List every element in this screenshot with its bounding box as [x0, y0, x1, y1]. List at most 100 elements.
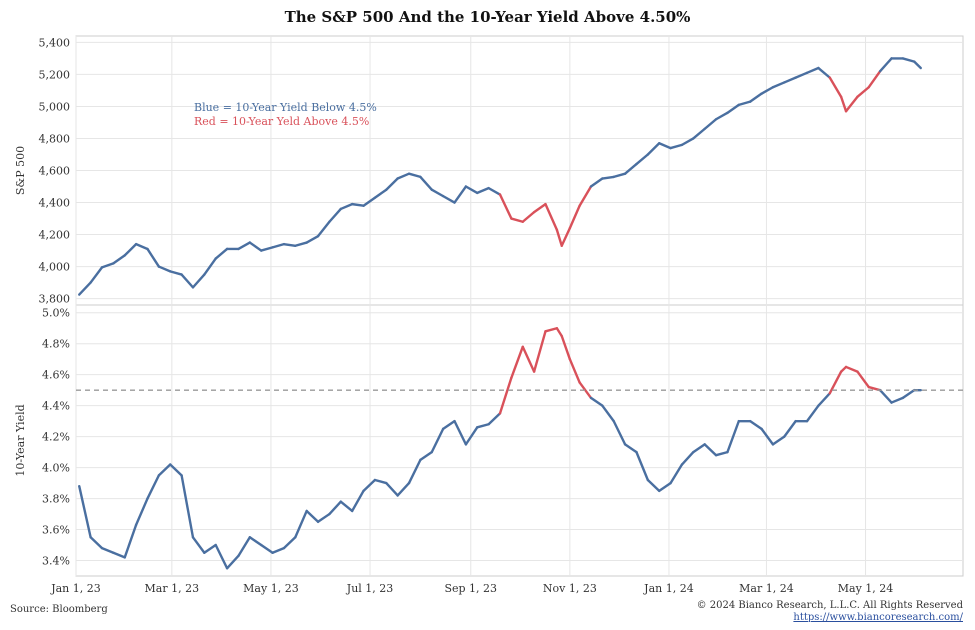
line-segment-below-threshold [487, 186, 502, 196]
line-segment-below-threshold [112, 254, 126, 265]
line-segment-below-threshold [453, 419, 468, 446]
line-segment-below-threshold [259, 246, 274, 252]
y-tick-label: 5.0% [42, 307, 70, 320]
line-segment-below-threshold [248, 536, 263, 547]
line-segment-below-threshold [316, 512, 331, 523]
legend-blue-label: Blue = 10-Year Yield Below 4.5% [194, 101, 377, 114]
line-segment-below-threshold [373, 188, 388, 199]
line-segment-below-threshold [771, 81, 786, 89]
line-segment-below-threshold [589, 396, 604, 407]
line-segment-below-threshold [134, 242, 149, 251]
line-segment-below-threshold [487, 412, 502, 426]
y-tick-label: 4.2% [42, 431, 70, 444]
line-segment-below-threshold [123, 523, 138, 559]
line-segment-below-threshold [362, 478, 377, 493]
line-segment-below-threshold [134, 497, 149, 527]
line-segment-below-threshold [658, 142, 672, 150]
line-segment-below-threshold [146, 474, 161, 500]
line-segment-below-threshold [476, 186, 490, 195]
line-segment-below-threshold [305, 234, 320, 244]
line-segment-below-threshold [396, 481, 411, 497]
line-segment-below-threshold [783, 76, 797, 84]
line-segment-above-threshold [828, 370, 843, 395]
line-segment-below-threshold [623, 443, 638, 454]
line-segment-above-threshold [578, 185, 593, 207]
line-segment-below-threshold [669, 143, 684, 150]
line-segment-below-threshold [316, 220, 331, 238]
line-segment-below-threshold [623, 162, 638, 175]
line-segment-below-threshold [169, 463, 183, 477]
line-segment-above-threshold [828, 76, 843, 99]
x-tick-label: Sep 1, 23 [444, 582, 497, 595]
line-segment-below-threshold [78, 281, 92, 296]
line-segment-above-threshold [510, 345, 524, 379]
line-segment-above-threshold [568, 358, 581, 384]
line-segment-above-threshold [532, 330, 547, 373]
line-segment-below-threshold [350, 489, 365, 513]
line-segment-below-threshold [203, 543, 217, 554]
line-segment-below-threshold [589, 177, 604, 188]
website-link[interactable]: https://www.biancoresearch.com/ [793, 612, 963, 623]
line-segment-below-threshold [407, 458, 422, 485]
line-segment-above-threshold [560, 334, 572, 361]
x-tick-label: Mar 1, 24 [739, 582, 794, 595]
line-segment-below-threshold [169, 270, 183, 276]
line-segment-below-threshold [476, 423, 490, 429]
line-segment-below-threshold [430, 188, 445, 198]
x-tick-label: Jan 1, 23 [50, 582, 101, 595]
y-tick-label: 4,800 [39, 132, 71, 145]
line-segment-below-threshold [703, 118, 718, 131]
line-segment-below-threshold [89, 266, 104, 284]
line-segment-below-threshold [692, 443, 706, 454]
y-tick-label: 5,400 [39, 36, 71, 49]
source-note: Source: Bloomberg [10, 604, 108, 615]
line-segment-above-threshold [544, 327, 559, 333]
line-segment-below-threshold [878, 388, 893, 404]
line-segment-above-threshold [867, 70, 882, 89]
line-segment-below-threshold [635, 450, 650, 482]
x-tick-label: Nov 1, 23 [543, 582, 597, 595]
line-segment-below-threshold [237, 536, 252, 558]
line-segment-above-threshold [510, 217, 524, 223]
sp500-panel [78, 57, 922, 296]
line-segment-below-threshold [714, 450, 729, 457]
y-tick-label: 4.6% [42, 369, 70, 382]
y-tick-label: 4.0% [42, 462, 70, 475]
line-segment-below-threshold [328, 500, 343, 516]
line-segment-below-threshold [913, 60, 922, 70]
line-segment-below-threshold [112, 551, 126, 559]
line-segment-below-threshold [464, 185, 479, 195]
axes: 3,800 4,000 4,200 4,400 4,600 4,800 5,000 5,200… [14, 36, 893, 595]
line-segment-above-threshold [844, 95, 859, 113]
line-segment-above-threshold [544, 202, 559, 231]
line-segment-below-threshold [123, 242, 138, 257]
line-segment-below-threshold [878, 57, 893, 73]
line-segment-below-threshold [726, 419, 741, 454]
line-segment-below-threshold [157, 463, 172, 477]
line-segment-below-threshold [237, 241, 252, 251]
line-segment-above-threshold [560, 226, 572, 247]
line-segment-above-threshold [555, 228, 563, 247]
y-tick-label: 3.6% [42, 524, 70, 537]
line-segment-above-threshold [856, 86, 870, 99]
line-segment-below-threshold [396, 172, 411, 180]
line-segment-below-threshold [890, 396, 905, 404]
line-segment-below-threshold [248, 241, 263, 252]
line-segment-below-threshold [692, 127, 706, 140]
line-segment-below-threshold [646, 478, 661, 493]
line-segment-below-threshold [225, 554, 240, 570]
line-segment-below-threshold [430, 427, 445, 454]
y-tick-label: 3.4% [42, 555, 70, 568]
y-tick-label: 4,600 [39, 165, 71, 178]
line-segment-above-threshold [578, 381, 593, 400]
line-segment-below-threshold [180, 474, 195, 539]
line-segment-below-threshold [817, 66, 831, 79]
line-segment-above-threshold [521, 345, 536, 373]
line-segment-below-threshold [441, 419, 456, 431]
line-segment-below-threshold [748, 419, 763, 431]
line-segment-below-threshold [373, 478, 388, 485]
line-segment-above-threshold [844, 365, 859, 373]
line-segment-below-threshold [805, 66, 820, 75]
line-segment-above-threshold [555, 327, 563, 338]
line-segment-below-threshold [726, 103, 741, 115]
